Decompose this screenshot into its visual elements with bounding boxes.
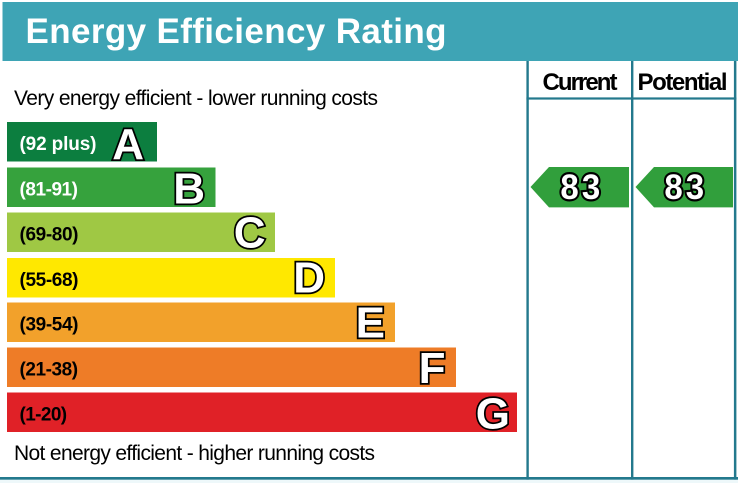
svg-text:A: A: [112, 120, 144, 169]
svg-text:(81-91): (81-91): [20, 180, 79, 201]
svg-text:Not energy efficient - higher: Not energy efficient - higher running co…: [14, 442, 375, 465]
svg-text:C: C: [234, 209, 266, 258]
svg-text:Very energy efficient - lower: Very energy efficient - lower running co…: [14, 87, 378, 110]
svg-text:B: B: [173, 164, 205, 213]
svg-text:Current: Current: [543, 69, 618, 96]
svg-text:(1-20): (1-20): [20, 405, 68, 426]
svg-text:G: G: [476, 390, 510, 439]
svg-text:(55-68): (55-68): [20, 270, 79, 291]
svg-text:Potential: Potential: [638, 69, 728, 96]
svg-text:(39-54): (39-54): [20, 315, 79, 336]
svg-text:D: D: [293, 254, 325, 303]
svg-text:8: 8: [560, 168, 578, 207]
svg-text:Energy Efficiency Rating: Energy Efficiency Rating: [26, 12, 447, 51]
svg-text:8: 8: [664, 168, 682, 207]
svg-text:F: F: [419, 344, 446, 393]
svg-text:E: E: [356, 299, 385, 348]
svg-text:3: 3: [686, 168, 704, 207]
svg-text:(21-38): (21-38): [20, 360, 79, 381]
svg-text:(69-80): (69-80): [20, 225, 79, 246]
svg-text:3: 3: [582, 168, 600, 207]
svg-text:(92 plus): (92 plus): [20, 134, 97, 155]
